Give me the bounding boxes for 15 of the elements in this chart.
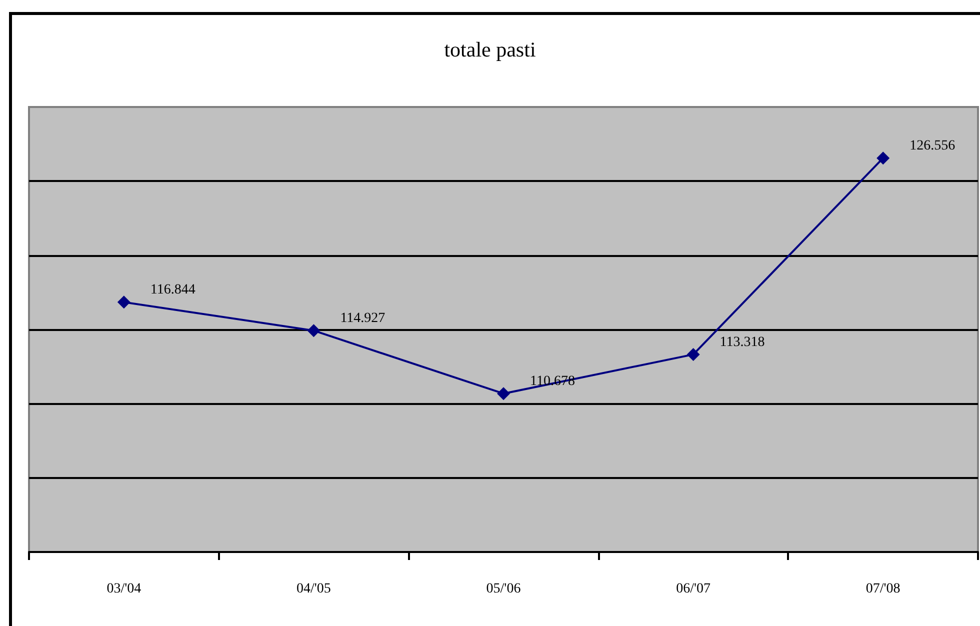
point [497,387,510,400]
point [876,152,890,165]
x-tick-label: 04/'05 [296,582,331,596]
x-tick-label: 05/'06 [486,582,521,596]
x-tick-label: 07/'08 [866,582,900,596]
data-label: 126.556 [910,138,956,154]
data-label: 114.927 [340,311,386,326]
point [117,296,130,309]
data-label: 116.844 [150,282,196,298]
data-label: 113.318 [720,334,765,350]
point [686,348,700,361]
chart-title: totale pasti [444,38,536,62]
x-tick-label: 06/'07 [676,582,711,596]
point [307,324,320,338]
x-tick-label: 03/'04 [106,582,142,596]
